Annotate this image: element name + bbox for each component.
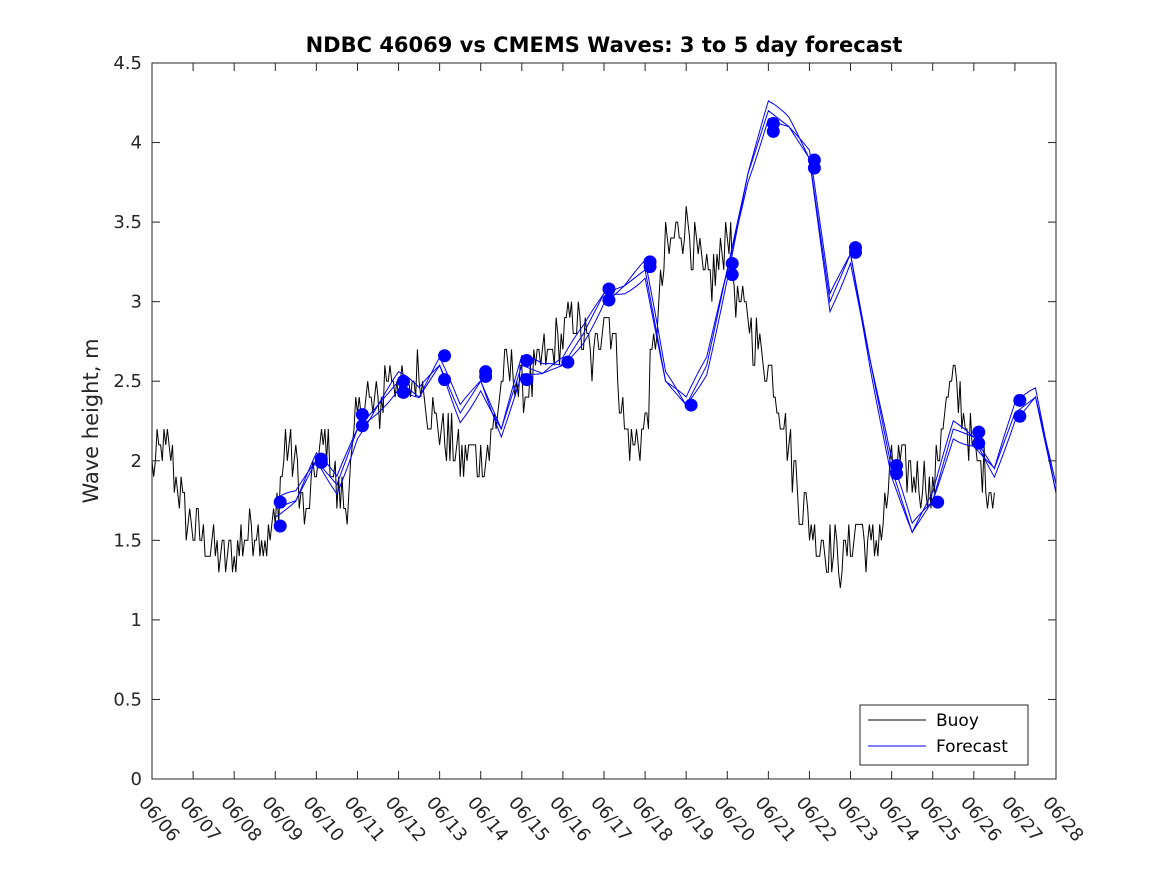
forecast-marker xyxy=(643,260,657,274)
legend: Buoy Forecast xyxy=(859,704,1029,766)
y-tick-label: 1.5 xyxy=(113,530,142,551)
y-tick-label: 1 xyxy=(131,610,142,631)
y-axis-label: Wave height, m xyxy=(79,338,103,503)
forecast-marker xyxy=(396,374,410,388)
y-tick-label: 3.5 xyxy=(113,212,142,233)
forecast-marker xyxy=(355,419,369,433)
forecast-marker xyxy=(1013,409,1027,423)
y-tick-label: 0 xyxy=(131,769,142,790)
forecast-marker xyxy=(520,373,534,387)
forecast-marker xyxy=(438,349,452,363)
forecast-marker xyxy=(766,124,780,138)
forecast-marker xyxy=(972,425,986,439)
forecast-marker xyxy=(807,161,821,175)
y-tick-label: 4.5 xyxy=(113,53,142,74)
y-tick-label: 3 xyxy=(131,292,142,313)
plot-area xyxy=(152,63,1056,779)
y-tick-label: 4 xyxy=(131,133,142,154)
series-buoy-line xyxy=(151,206,995,589)
forecast-marker xyxy=(438,373,452,387)
forecast-marker xyxy=(314,455,328,469)
forecast-marker xyxy=(848,245,862,259)
y-tick-label: 0.5 xyxy=(113,689,142,710)
forecast-marker xyxy=(890,467,904,481)
y-tick-label: 2.5 xyxy=(113,371,142,392)
forecast-marker xyxy=(1013,393,1027,407)
legend-box xyxy=(859,704,1029,766)
data-layer xyxy=(151,100,1057,589)
forecast-marker xyxy=(602,293,616,307)
forecast-marker xyxy=(725,256,739,270)
forecast-marker xyxy=(725,268,739,282)
forecast-marker xyxy=(396,385,410,399)
forecast-marker xyxy=(273,495,287,509)
forecast-marker xyxy=(684,398,698,412)
forecast-marker xyxy=(561,355,575,369)
legend-label-buoy: Buoy xyxy=(936,711,979,731)
forecast-marker xyxy=(520,354,534,368)
legend-label-forecast: Forecast xyxy=(936,737,1008,757)
forecast-marker xyxy=(479,369,493,383)
chart-title: NDBC 46069 vs CMEMS Waves: 3 to 5 day fo… xyxy=(306,33,903,57)
forecast-marker xyxy=(355,408,369,422)
forecast-marker xyxy=(972,436,986,450)
forecast-marker xyxy=(273,519,287,533)
forecast-marker xyxy=(602,282,616,296)
forecast-marker xyxy=(931,495,945,509)
y-tick-label: 2 xyxy=(131,451,142,472)
